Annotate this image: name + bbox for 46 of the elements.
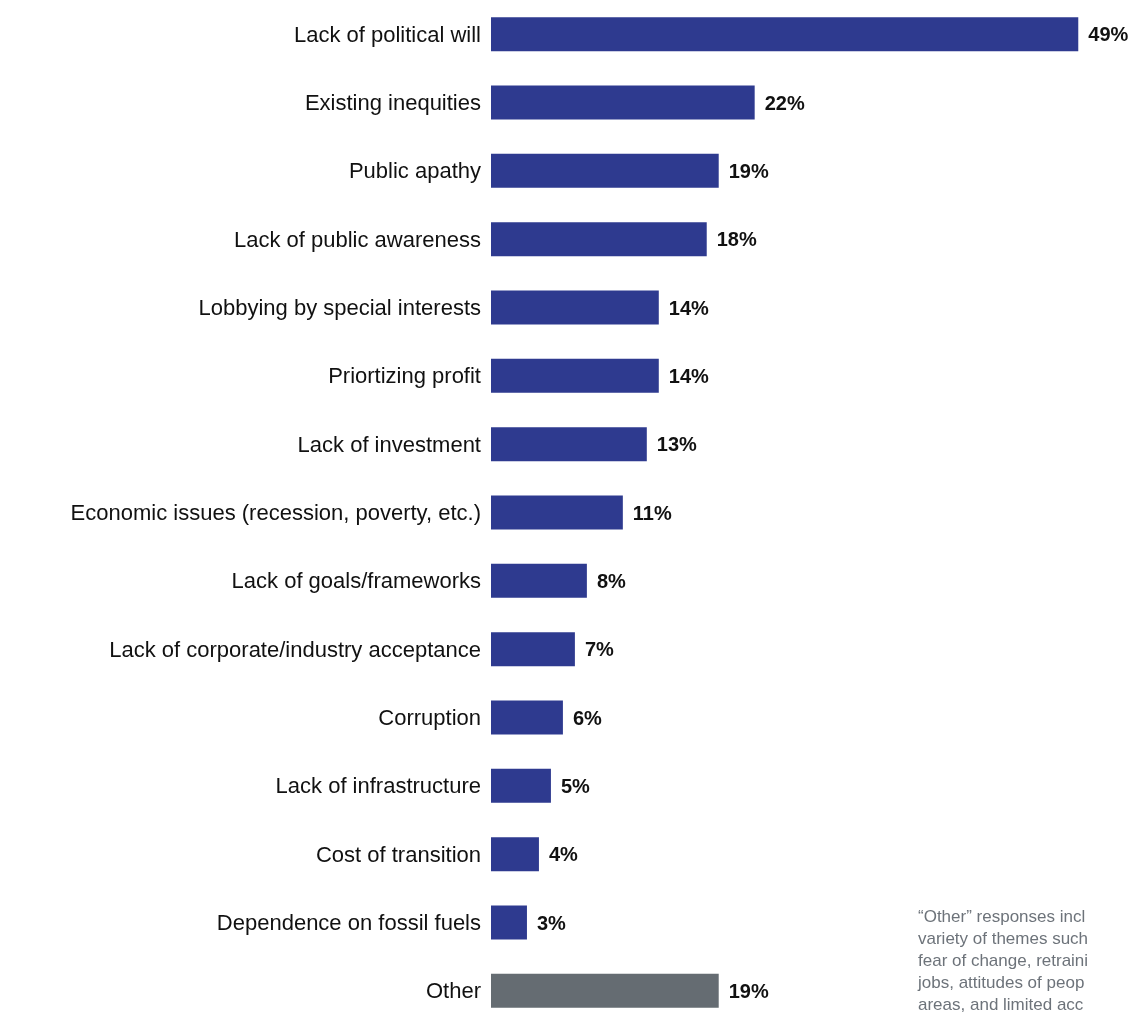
data-label: 8% (596, 569, 626, 592)
y-tick-label: Lack of public awareness (233, 226, 481, 252)
data-label: 19% (728, 979, 769, 1002)
bar (491, 85, 755, 120)
y-tick-label: Other (425, 978, 481, 1004)
data-label: 19% (728, 159, 769, 182)
data-label: 3% (536, 911, 567, 934)
data-label: 14% (668, 364, 710, 387)
bar (491, 427, 647, 462)
bar (491, 563, 587, 598)
data-label: 49% (1088, 23, 1129, 46)
y-tick-label: Economic issues (recession, poverty, etc.) (70, 500, 481, 525)
y-tick-label: Lack of corporate/industry acceptance (109, 636, 481, 662)
data-label: 7% (584, 638, 615, 661)
bar (491, 905, 527, 940)
y-tick-label: Lack of political will (293, 21, 481, 47)
y-tick-label: Dependence on fossil fuels (216, 910, 481, 935)
y-tick-label: Existing inequities (304, 90, 481, 115)
bar (491, 495, 623, 530)
bar (491, 768, 551, 803)
y-tick-label: Lack of investment (297, 431, 481, 457)
bar (491, 153, 719, 188)
data-label: 6% (572, 706, 603, 729)
bar (491, 837, 539, 872)
y-tick-label: Public apathy (348, 158, 481, 184)
y-tick-label: Lobbying by special interests (198, 295, 481, 320)
y-tick-label: Corruption (378, 705, 481, 730)
y-tick-label: Cost of transition (315, 841, 481, 867)
bar (491, 632, 575, 667)
y-tick-label: Lack of infrastructure (275, 773, 481, 799)
data-label: 18% (716, 228, 757, 251)
data-label: 11% (632, 501, 672, 524)
bar (491, 358, 659, 393)
data-label: 13% (656, 433, 698, 456)
data-label: 5% (560, 774, 591, 797)
data-label: 4% (548, 843, 579, 866)
bar (491, 17, 1079, 52)
y-tick-label: Priortizing profit (328, 363, 481, 389)
bar (491, 700, 563, 735)
bar (491, 973, 719, 1008)
data-label: 14% (668, 296, 710, 319)
bar (491, 222, 707, 257)
data-label: 22% (764, 91, 805, 114)
y-tick-label: Lack of goals/frameworks (231, 568, 481, 594)
bar (491, 290, 659, 325)
annotation: “Other” responses incl variety of themes such fear of change, retraini jobs, attitudes of peop areas, and limited acc (917, 906, 1089, 1014)
